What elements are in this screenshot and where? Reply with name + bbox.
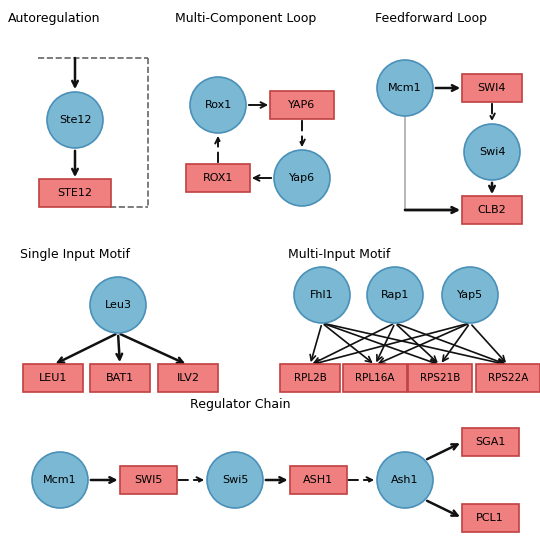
Text: ASH1: ASH1	[303, 475, 333, 485]
Circle shape	[207, 452, 263, 508]
Circle shape	[32, 452, 88, 508]
Text: Leu3: Leu3	[105, 300, 132, 310]
FancyBboxPatch shape	[462, 74, 522, 102]
Text: Multi-Component Loop: Multi-Component Loop	[175, 12, 316, 25]
Text: CLB2: CLB2	[477, 205, 507, 215]
Text: Single Input Motif: Single Input Motif	[20, 248, 130, 261]
FancyBboxPatch shape	[186, 164, 250, 192]
Text: SWI4: SWI4	[478, 83, 507, 93]
Circle shape	[377, 60, 433, 116]
Text: RPL16A: RPL16A	[355, 373, 395, 383]
Text: Mcm1: Mcm1	[43, 475, 77, 485]
Text: LEU1: LEU1	[39, 373, 67, 383]
Text: Mcm1: Mcm1	[388, 83, 422, 93]
Text: Yap5: Yap5	[457, 290, 483, 300]
Circle shape	[294, 267, 350, 323]
Circle shape	[274, 150, 330, 206]
Text: RPS22A: RPS22A	[488, 373, 528, 383]
Circle shape	[367, 267, 423, 323]
Text: Swi4: Swi4	[479, 147, 505, 157]
FancyBboxPatch shape	[119, 466, 177, 494]
FancyBboxPatch shape	[462, 504, 518, 532]
FancyBboxPatch shape	[289, 466, 347, 494]
Circle shape	[464, 124, 520, 180]
Text: Feedforward Loop: Feedforward Loop	[375, 12, 487, 25]
Text: PCL1: PCL1	[476, 513, 504, 523]
Text: YAP6: YAP6	[288, 100, 315, 110]
Circle shape	[377, 452, 433, 508]
FancyBboxPatch shape	[90, 364, 150, 392]
Text: Swi5: Swi5	[222, 475, 248, 485]
Circle shape	[47, 92, 103, 148]
Text: Autoregulation: Autoregulation	[8, 12, 100, 25]
Text: RPL2B: RPL2B	[294, 373, 327, 383]
Text: SGA1: SGA1	[475, 437, 505, 447]
FancyBboxPatch shape	[23, 364, 83, 392]
FancyBboxPatch shape	[462, 196, 522, 224]
Text: ILV2: ILV2	[177, 373, 199, 383]
Text: Regulator Chain: Regulator Chain	[190, 398, 291, 411]
Text: Rox1: Rox1	[204, 100, 232, 110]
Text: SWI5: SWI5	[134, 475, 162, 485]
Text: BAT1: BAT1	[106, 373, 134, 383]
Text: ROX1: ROX1	[203, 173, 233, 183]
FancyBboxPatch shape	[343, 364, 407, 392]
FancyBboxPatch shape	[408, 364, 472, 392]
Text: Fhl1: Fhl1	[310, 290, 334, 300]
FancyBboxPatch shape	[280, 364, 340, 392]
FancyBboxPatch shape	[158, 364, 218, 392]
FancyBboxPatch shape	[270, 91, 334, 119]
Text: Ste12: Ste12	[59, 115, 91, 125]
Circle shape	[442, 267, 498, 323]
FancyBboxPatch shape	[39, 179, 111, 207]
FancyBboxPatch shape	[462, 428, 518, 456]
Circle shape	[190, 77, 246, 133]
Text: Ash1: Ash1	[392, 475, 418, 485]
Text: STE12: STE12	[57, 188, 92, 198]
Text: RPS21B: RPS21B	[420, 373, 460, 383]
Text: Rap1: Rap1	[381, 290, 409, 300]
Text: Multi-Input Motif: Multi-Input Motif	[288, 248, 390, 261]
Text: Yap6: Yap6	[289, 173, 315, 183]
Circle shape	[90, 277, 146, 333]
FancyBboxPatch shape	[476, 364, 540, 392]
